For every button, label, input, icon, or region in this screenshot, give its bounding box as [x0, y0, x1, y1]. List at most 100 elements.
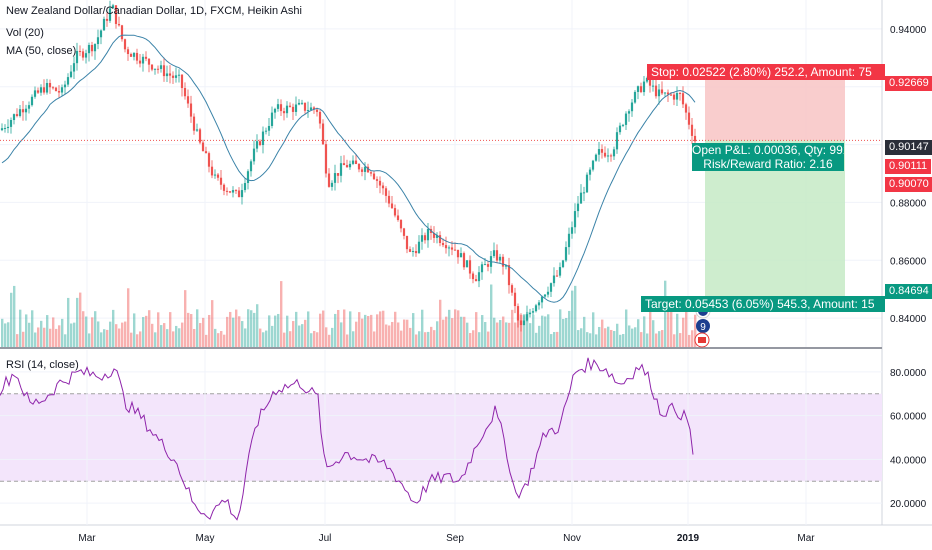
candle-body: [285, 105, 289, 114]
candle-body: [69, 71, 73, 78]
stop-label[interactable]: Stop: 0.02522 (2.80%) 252.2, Amount: 75: [647, 64, 885, 80]
candle-body: [183, 88, 187, 97]
time-label: Mar: [797, 533, 815, 544]
candle-body: [168, 73, 172, 76]
volume-bar: [319, 313, 322, 347]
rsi-legend[interactable]: RSI (14, close): [6, 359, 79, 371]
candle-body: [393, 208, 397, 216]
candle-body: [27, 105, 31, 109]
volume-bar: [493, 317, 496, 347]
candle-body: [144, 56, 148, 59]
volume-bar: [499, 320, 502, 347]
candle-body: [531, 311, 535, 313]
candle-body: [528, 312, 532, 315]
volume-bar: [661, 330, 664, 347]
volume-bar: [418, 331, 421, 347]
candle-body: [417, 241, 421, 254]
candle-body: [693, 135, 697, 142]
price-tick: 0.84000: [890, 314, 927, 325]
volume-bar: [586, 332, 589, 347]
volume-bar: [337, 309, 340, 347]
pnl-label[interactable]: Open P&L: 0.00036, Qty: 9912 Risk/Reward…: [692, 143, 844, 171]
volume-legend[interactable]: Vol (20): [6, 27, 44, 39]
volume-bar: [334, 313, 337, 347]
volume-bar: [628, 325, 631, 347]
candle-body: [546, 291, 550, 295]
volume-bar: [259, 328, 262, 347]
event-count-badge[interactable]: [696, 319, 710, 333]
volume-bar: [85, 316, 88, 347]
volume-bar: [469, 333, 472, 347]
volume-bar: [274, 315, 277, 347]
target-label[interactable]: Target: 0.05453 (6.05%) 545.3, Amount: 1…: [641, 296, 885, 312]
volume-bar: [544, 316, 547, 347]
volume-bar: [535, 332, 538, 347]
candle-body: [36, 90, 40, 93]
candle-body: [588, 169, 592, 175]
time-axis[interactable]: Mar May Jul Sep Nov 2019 Mar: [78, 533, 815, 544]
time-label: Jul: [319, 533, 332, 544]
price-tick: 0.88000: [890, 198, 927, 209]
volume-bar: [562, 318, 565, 347]
chart-title[interactable]: New Zealand Dollar/Canadian Dollar, 1D, …: [6, 5, 302, 17]
candle-body: [318, 111, 322, 124]
candle-body: [99, 30, 103, 38]
volume-bar: [55, 328, 58, 347]
volume-bar: [13, 285, 16, 347]
volume-bar: [181, 322, 184, 347]
candle-body: [240, 190, 244, 198]
volume-bar: [97, 321, 100, 347]
volume-bar: [640, 332, 643, 347]
volume-bar: [103, 329, 106, 347]
price-tick: 0.94000: [890, 25, 927, 36]
candle-body: [444, 245, 448, 249]
volume-bar: [10, 292, 13, 347]
volume-bar: [229, 311, 232, 347]
candle-body: [636, 86, 640, 92]
candle-body: [282, 111, 286, 114]
volume-bar: [214, 328, 217, 347]
candle-body: [270, 112, 274, 126]
candle-body: [666, 92, 670, 95]
candle-body: [612, 149, 616, 157]
candle-body: [243, 183, 247, 191]
candle-body: [639, 86, 643, 93]
volume-bar: [667, 309, 670, 347]
candle-body: [186, 96, 190, 104]
candle-body: [30, 96, 34, 106]
candles: [0, 0, 697, 332]
rsi-axis[interactable]: 80.0000 60.0000 40.0000 20.0000: [890, 368, 927, 510]
candle-body: [108, 8, 112, 21]
time-label: Nov: [563, 533, 581, 544]
candle-body: [111, 5, 115, 9]
volume-bar: [625, 309, 628, 347]
volume-bar: [592, 312, 595, 347]
ma-legend[interactable]: MA (50, close): [6, 45, 77, 57]
candle-body: [345, 165, 349, 168]
candle-body: [336, 173, 340, 176]
candle-body: [216, 174, 220, 178]
volume-bar: [163, 323, 166, 347]
candle-body: [366, 166, 370, 173]
volume-bar: [190, 314, 193, 347]
volume-bar: [1, 318, 4, 347]
candle-body: [534, 305, 538, 312]
volume-bar: [595, 334, 598, 347]
volume-bar: [67, 297, 70, 347]
candle-body: [63, 84, 67, 88]
candle-body: [33, 90, 37, 97]
price-tick: 0.86000: [890, 256, 927, 267]
candle-body: [420, 235, 424, 242]
candle-body: [687, 112, 691, 125]
stop-price-tag: 0.92669: [885, 76, 932, 91]
volume-bar: [361, 318, 364, 347]
volume-bar: [22, 331, 25, 347]
volume-bar: [205, 334, 208, 347]
price-tag-b: 0.90070: [885, 177, 932, 192]
volume-bar: [427, 331, 430, 347]
price-axis[interactable]: 0.94000 0.92000 0.88000 0.86000 0.84000: [890, 25, 927, 325]
volume-bar: [349, 311, 352, 347]
candle-body: [579, 192, 583, 204]
volume-bar: [364, 314, 367, 347]
